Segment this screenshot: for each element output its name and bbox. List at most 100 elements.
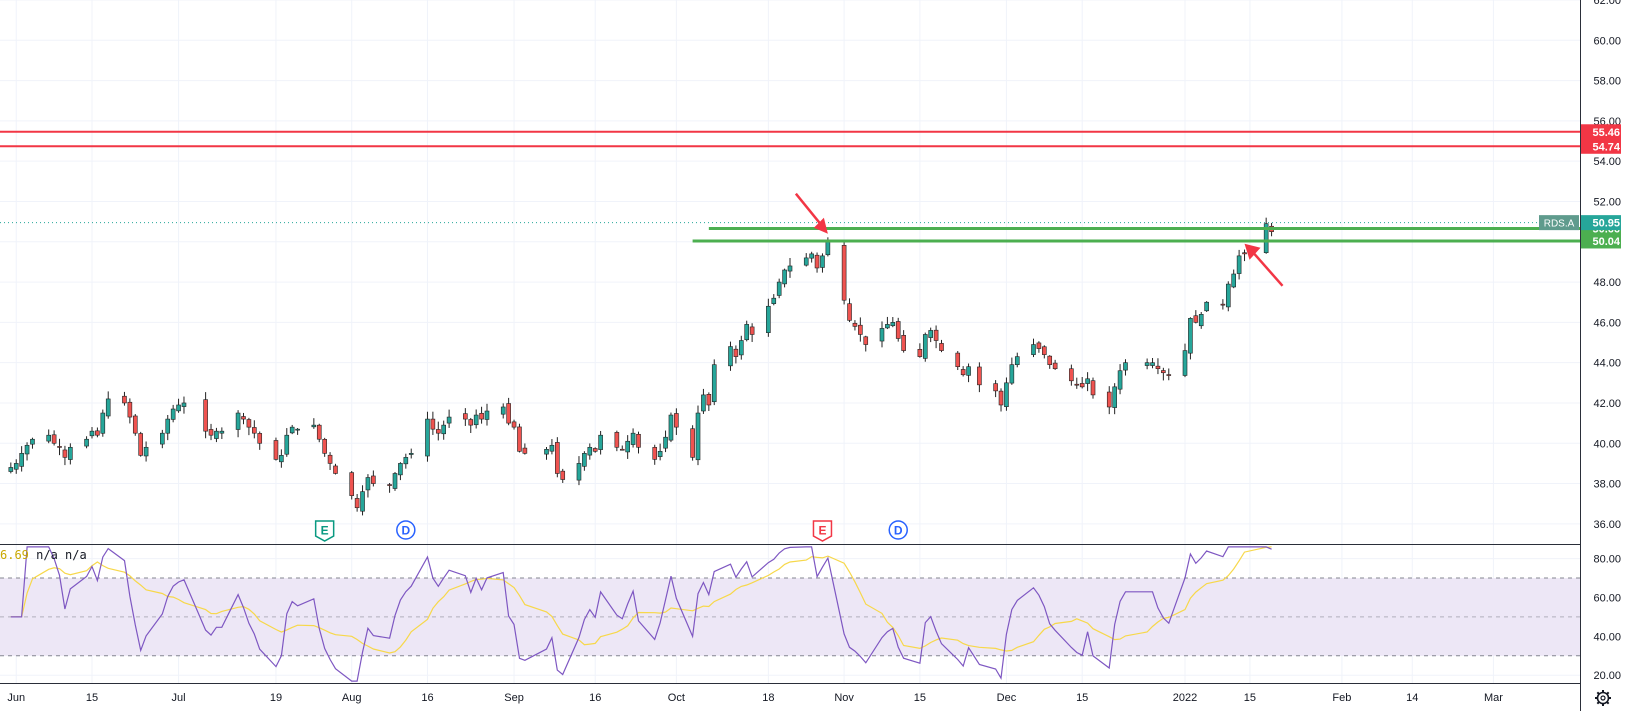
dividend-marker[interactable]: D: [396, 520, 416, 540]
candle-body: [316, 424, 322, 440]
candle: [522, 443, 528, 455]
time-tick-label: 14: [1406, 692, 1418, 704]
candle: [701, 388, 706, 414]
ticker-badge[interactable]: RDS.A: [1539, 215, 1579, 231]
candle-body: [1231, 273, 1236, 288]
candle: [430, 411, 436, 435]
candle-body: [560, 470, 566, 480]
horizontal-levels[interactable]: [0, 130, 1580, 243]
event-symbol: D: [894, 524, 903, 538]
candle-body: [544, 449, 549, 455]
level-price-badge[interactable]: 50.04: [1581, 233, 1621, 249]
candle-body: [1009, 364, 1015, 384]
candle: [668, 412, 674, 443]
candle: [657, 443, 663, 461]
candle-body: [776, 281, 782, 296]
level-price-badge[interactable]: 54.74: [1581, 138, 1621, 154]
candle: [387, 482, 392, 493]
candle-body: [1036, 342, 1042, 349]
candle-body: [1204, 301, 1209, 312]
price-tick-label: 36.00: [1593, 519, 1621, 531]
price-tick-label: 44.00: [1593, 358, 1621, 370]
candle-body: [933, 329, 939, 341]
candle-body: [674, 413, 679, 428]
arrow-annotation[interactable]: [1244, 243, 1284, 287]
time-tick-label: Oct: [668, 692, 685, 704]
rsi-legend-value: 6.69: [0, 548, 29, 562]
time-tick-label: 15: [1076, 692, 1088, 704]
candle-body: [522, 447, 528, 454]
candle-body: [132, 415, 138, 434]
candle-body: [463, 413, 468, 420]
candle: [1009, 357, 1015, 385]
candle-body: [1198, 314, 1204, 327]
candle: [203, 392, 208, 439]
candle-body: [500, 406, 506, 415]
grid-lines: [0, 0, 1580, 683]
candle: [392, 471, 398, 491]
rsi-tick-label: 20.00: [1593, 670, 1621, 682]
candle-body: [695, 412, 701, 461]
earnings-marker[interactable]: E: [812, 520, 833, 542]
candle-body: [922, 334, 928, 359]
candle-body: [398, 463, 403, 476]
candle: [8, 462, 14, 474]
candle-body: [392, 473, 398, 489]
candle-body: [279, 455, 284, 463]
arrow-annotation[interactable]: [794, 192, 828, 234]
rsi-tick-label: 60.00: [1593, 592, 1621, 604]
candle: [425, 411, 430, 462]
candle: [890, 317, 896, 328]
candle-body: [95, 430, 100, 436]
candle-body: [170, 408, 176, 420]
candle: [933, 325, 939, 349]
candle: [576, 456, 582, 486]
candle-body: [619, 448, 625, 451]
candle: [663, 430, 668, 453]
candle: [46, 429, 51, 444]
candle-body: [690, 428, 695, 458]
candle-body: [841, 245, 847, 301]
candle-body: [122, 395, 127, 404]
candle-body: [744, 324, 750, 341]
candle: [235, 410, 241, 438]
time-tick-label: 15: [86, 692, 98, 704]
last-price-badge[interactable]: 50.95: [1581, 215, 1621, 231]
candle: [295, 428, 300, 435]
candle-body: [176, 404, 181, 412]
gear-icon[interactable]: [1595, 690, 1611, 706]
time-tick-label: Dec: [997, 692, 1017, 704]
level-price-badge[interactable]: 55.46: [1581, 124, 1621, 140]
candle-body: [825, 241, 831, 256]
candle: [1236, 249, 1242, 280]
price-axis[interactable]: [1581, 0, 1625, 711]
candle: [749, 323, 755, 342]
time-tick-label: Mar: [1484, 692, 1503, 704]
candle-body: [809, 253, 814, 259]
candle: [858, 317, 863, 342]
candle-body: [955, 352, 961, 367]
candle: [181, 396, 187, 414]
last-price-text: 50.95: [1592, 218, 1620, 230]
candle: [122, 391, 127, 406]
earnings-marker[interactable]: E: [314, 520, 335, 542]
candle: [955, 351, 961, 371]
annotation-arrows[interactable]: [794, 192, 1284, 287]
time-tick-label: 19: [270, 692, 282, 704]
candle: [1188, 317, 1193, 360]
candle-body: [739, 340, 744, 356]
candle-body: [1042, 346, 1047, 355]
time-tick-label: Jul: [172, 692, 186, 704]
candle: [928, 327, 933, 343]
candle-body: [365, 477, 371, 491]
candle-body: [327, 454, 333, 464]
candle-body: [582, 453, 587, 467]
candle-body: [403, 457, 409, 465]
candle-body: [235, 412, 241, 430]
dividend-marker[interactable]: D: [888, 520, 908, 540]
candle: [863, 335, 869, 352]
candle: [446, 409, 452, 428]
